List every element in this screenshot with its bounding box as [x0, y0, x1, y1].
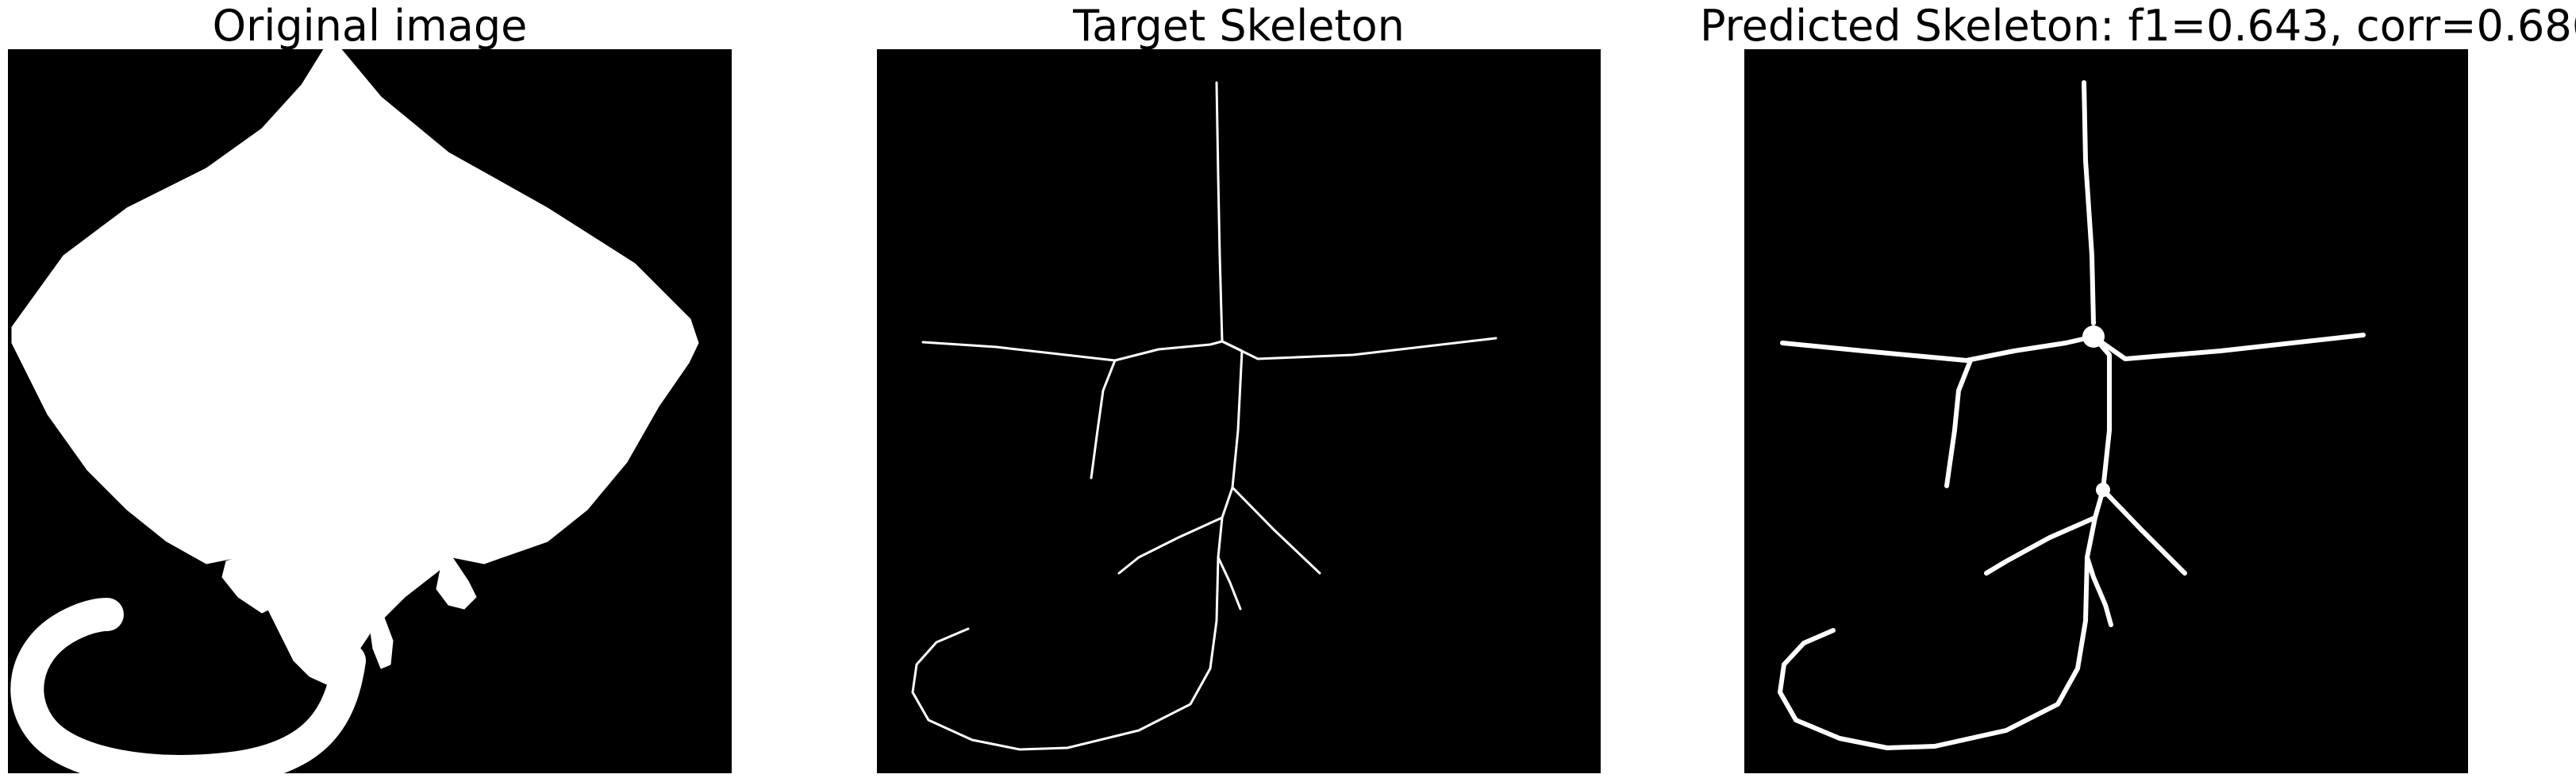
- predicted-wing-left: [1780, 334, 2096, 363]
- predicted-spine-lower: [2085, 334, 2112, 560]
- panel-predicted: Predicted Skeleton: f1=0.643, corr=0.686: [1700, 0, 2576, 782]
- predicted-junction-blob-2: [2096, 483, 2110, 497]
- skeleton-branch-mid: [1117, 516, 1224, 575]
- ray-clasper-right: [368, 608, 394, 669]
- skeleton-spine-upper: [1215, 81, 1224, 343]
- skeleton-branch-right: [1231, 486, 1321, 575]
- panel-original: Original image: [8, 0, 732, 782]
- skeleton-branch-small: [1217, 556, 1242, 611]
- panel-title-target: Target Skeleton: [1073, 1, 1405, 51]
- ray-fin-right: [436, 557, 477, 610]
- ray-clasper-left: [285, 604, 318, 669]
- skeleton-branch-left: [1090, 359, 1117, 480]
- ray-tail: [10, 598, 366, 773]
- predicted-skeleton: [1744, 49, 2468, 773]
- ray-fin-left: [221, 557, 279, 614]
- original-image: [8, 49, 732, 773]
- target-skeleton-image: [877, 49, 1601, 773]
- stingray-mask: [8, 49, 732, 773]
- predicted-skeleton-image: [1744, 49, 2468, 773]
- predicted-wing-right: [2091, 333, 2366, 361]
- target-skeleton: [877, 49, 1601, 773]
- predicted-spine-upper: [2082, 80, 2096, 326]
- panel-title-original: Original image: [212, 1, 528, 51]
- predicted-junction-blob: [2082, 326, 2105, 348]
- predicted-tail: [1778, 555, 2090, 750]
- predicted-branch-mid: [1984, 515, 2097, 576]
- predicted-branch-right: [2101, 487, 2187, 576]
- skeleton-wing-left: [921, 340, 1224, 362]
- skeleton-tail: [911, 556, 1220, 751]
- panel-target: Target Skeleton: [877, 0, 1601, 782]
- skeleton-spine-lower: [1217, 340, 1244, 559]
- predicted-branch-small: [2085, 555, 2113, 627]
- panel-title-predicted: Predicted Skeleton: f1=0.643, corr=0.686: [1700, 1, 2576, 51]
- predicted-branch-left: [1944, 358, 1973, 488]
